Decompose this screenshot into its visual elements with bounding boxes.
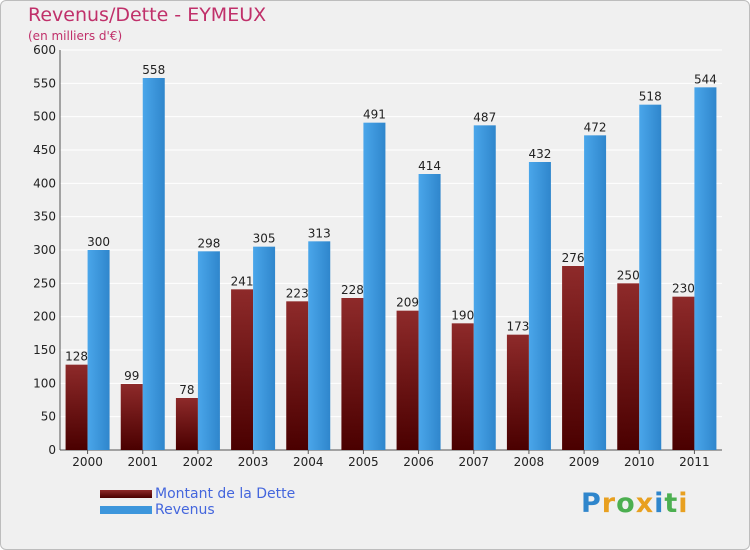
- legend-swatch-dette: [100, 490, 152, 498]
- bar-revenus: [584, 135, 607, 451]
- data-label: 305: [253, 232, 276, 246]
- x-tick-label: 2005: [348, 455, 379, 469]
- data-label: 128: [65, 350, 88, 364]
- bar-dette: [65, 364, 88, 450]
- data-label: 173: [506, 320, 529, 334]
- bar-revenus: [473, 125, 496, 450]
- data-label: 209: [396, 296, 419, 310]
- y-tick-label: 50: [41, 410, 56, 424]
- y-tick-label: 350: [33, 210, 56, 224]
- bar-revenus: [418, 174, 441, 450]
- legend-label-dette: Montant de la Dette: [155, 486, 296, 502]
- bar-revenus: [142, 78, 165, 450]
- bar-revenus: [694, 87, 717, 450]
- data-label: 78: [179, 383, 194, 397]
- data-label: 228: [341, 283, 364, 297]
- y-tick-label: 600: [33, 43, 56, 57]
- data-label: 276: [562, 251, 585, 265]
- labels-layer: 128 300 99 558 78 298 241 305 223 313 228 491 209 414…: [65, 63, 717, 397]
- data-label: 558: [142, 63, 165, 77]
- bar-revenus: [253, 246, 276, 450]
- data-label: 223: [286, 286, 309, 300]
- bar-revenus: [528, 162, 551, 450]
- bar-dette: [396, 310, 419, 450]
- legend-label-revenus: Revenus: [155, 502, 215, 518]
- chart-subtitle: (en milliers d'€): [28, 29, 123, 43]
- data-label: 250: [617, 268, 640, 282]
- data-label: 487: [473, 110, 496, 124]
- bar-dette: [617, 283, 640, 450]
- bar-revenus: [363, 122, 386, 451]
- y-tick-label: 200: [33, 310, 56, 324]
- y-tick-label: 500: [33, 110, 56, 124]
- y-tick-label: 250: [33, 276, 56, 290]
- x-tick-label: 2008: [514, 455, 545, 469]
- x-tick-label: 2006: [403, 455, 434, 469]
- data-label: 230: [672, 282, 695, 296]
- data-label: 472: [584, 120, 607, 134]
- data-label: 518: [639, 90, 662, 104]
- proxiti-logo: Proxiti: [581, 488, 689, 519]
- chart-title: Revenus/Dette - EYMEUX: [28, 4, 267, 26]
- x-tick-label: 2007: [458, 455, 489, 469]
- data-label: 544: [694, 72, 717, 86]
- data-label: 190: [451, 308, 474, 322]
- bar-revenus: [87, 250, 110, 450]
- bar-dette: [562, 266, 585, 450]
- y-tick-label: 400: [33, 176, 56, 190]
- y-tick-label: 300: [33, 243, 56, 257]
- data-label: 99: [124, 369, 139, 383]
- axis-layer: 0 50 100 150 200 250 300 350 400 450 500 550 600 2000…: [33, 43, 722, 469]
- data-label: 414: [418, 159, 441, 173]
- bar-dette: [506, 334, 529, 450]
- x-tick-label: 2001: [127, 455, 158, 469]
- data-label: 241: [231, 274, 254, 288]
- x-tick-label: 2011: [679, 455, 710, 469]
- legend-swatch-revenus: [100, 506, 152, 514]
- bars-layer: [65, 78, 717, 451]
- bar-dette: [672, 296, 695, 450]
- bar-revenus: [197, 251, 220, 450]
- bar-dette: [341, 298, 364, 450]
- y-tick-label: 100: [33, 376, 56, 390]
- bar-revenus: [639, 104, 662, 451]
- bar-dette: [286, 301, 309, 450]
- y-tick-label: 0: [48, 443, 56, 457]
- data-label: 491: [363, 108, 386, 122]
- bar-dette: [451, 323, 474, 450]
- bar-dette: [175, 398, 198, 450]
- bar-revenus: [308, 241, 331, 450]
- x-tick-label: 2004: [293, 455, 324, 469]
- bar-dette: [120, 384, 143, 450]
- data-label: 313: [308, 226, 331, 240]
- y-tick-label: 150: [33, 343, 56, 357]
- x-tick-label: 2000: [72, 455, 103, 469]
- x-tick-label: 2003: [238, 455, 269, 469]
- bar-dette: [231, 289, 254, 450]
- y-tick-label: 550: [33, 76, 56, 90]
- y-tick-label: 450: [33, 143, 56, 157]
- grid-layer: [60, 49, 722, 451]
- data-label: 432: [528, 147, 551, 161]
- x-tick-label: 2009: [569, 455, 600, 469]
- data-label: 300: [87, 235, 110, 249]
- data-label: 298: [197, 236, 220, 250]
- x-tick-label: 2002: [183, 455, 214, 469]
- x-tick-label: 2010: [624, 455, 655, 469]
